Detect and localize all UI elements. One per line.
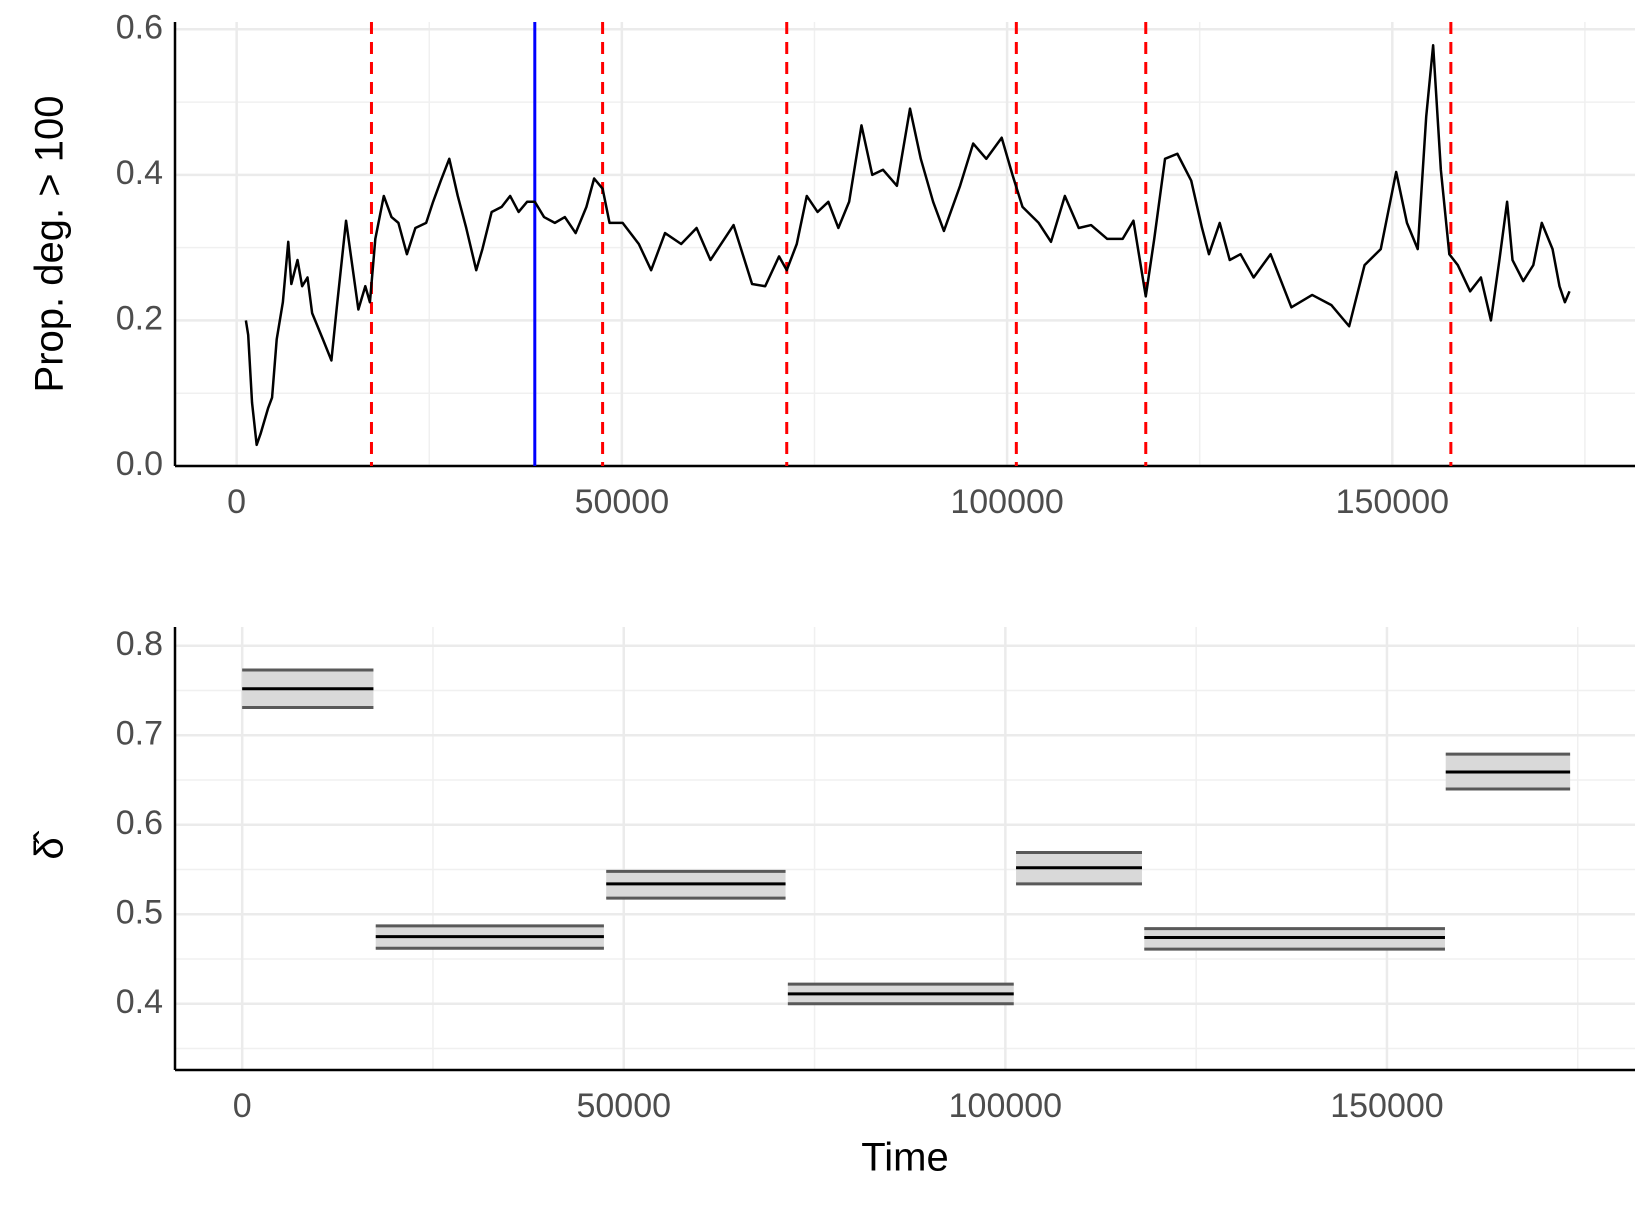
y-tick-label: 0.2 — [116, 299, 163, 337]
x-tick-label: 0 — [227, 483, 246, 521]
y-tick-label: 0.7 — [116, 714, 163, 752]
y-axis-title: Prop. deg. > 100 — [28, 96, 72, 393]
x-tick-label: 0 — [233, 1087, 252, 1125]
y-tick-label: 0.4 — [116, 154, 163, 192]
x-axis-title: Time — [861, 1136, 948, 1180]
y-tick-label: 0.0 — [116, 445, 163, 483]
y-tick-label: 0.5 — [116, 893, 163, 931]
x-tick-label: 50000 — [575, 483, 670, 521]
x-tick-label: 100000 — [949, 1087, 1062, 1125]
y-tick-label: 0.6 — [116, 804, 163, 842]
x-tick-label: 100000 — [950, 483, 1063, 521]
x-tick-label: 150000 — [1336, 483, 1449, 521]
y-tick-label: 0.8 — [116, 625, 163, 663]
y-axis-title: δ̂ — [28, 830, 72, 859]
x-tick-label: 150000 — [1330, 1087, 1443, 1125]
y-tick-label: 0.6 — [116, 8, 163, 46]
x-tick-label: 50000 — [576, 1087, 671, 1125]
data-line — [244, 44, 1571, 447]
y-tick-label: 0.4 — [116, 983, 163, 1021]
